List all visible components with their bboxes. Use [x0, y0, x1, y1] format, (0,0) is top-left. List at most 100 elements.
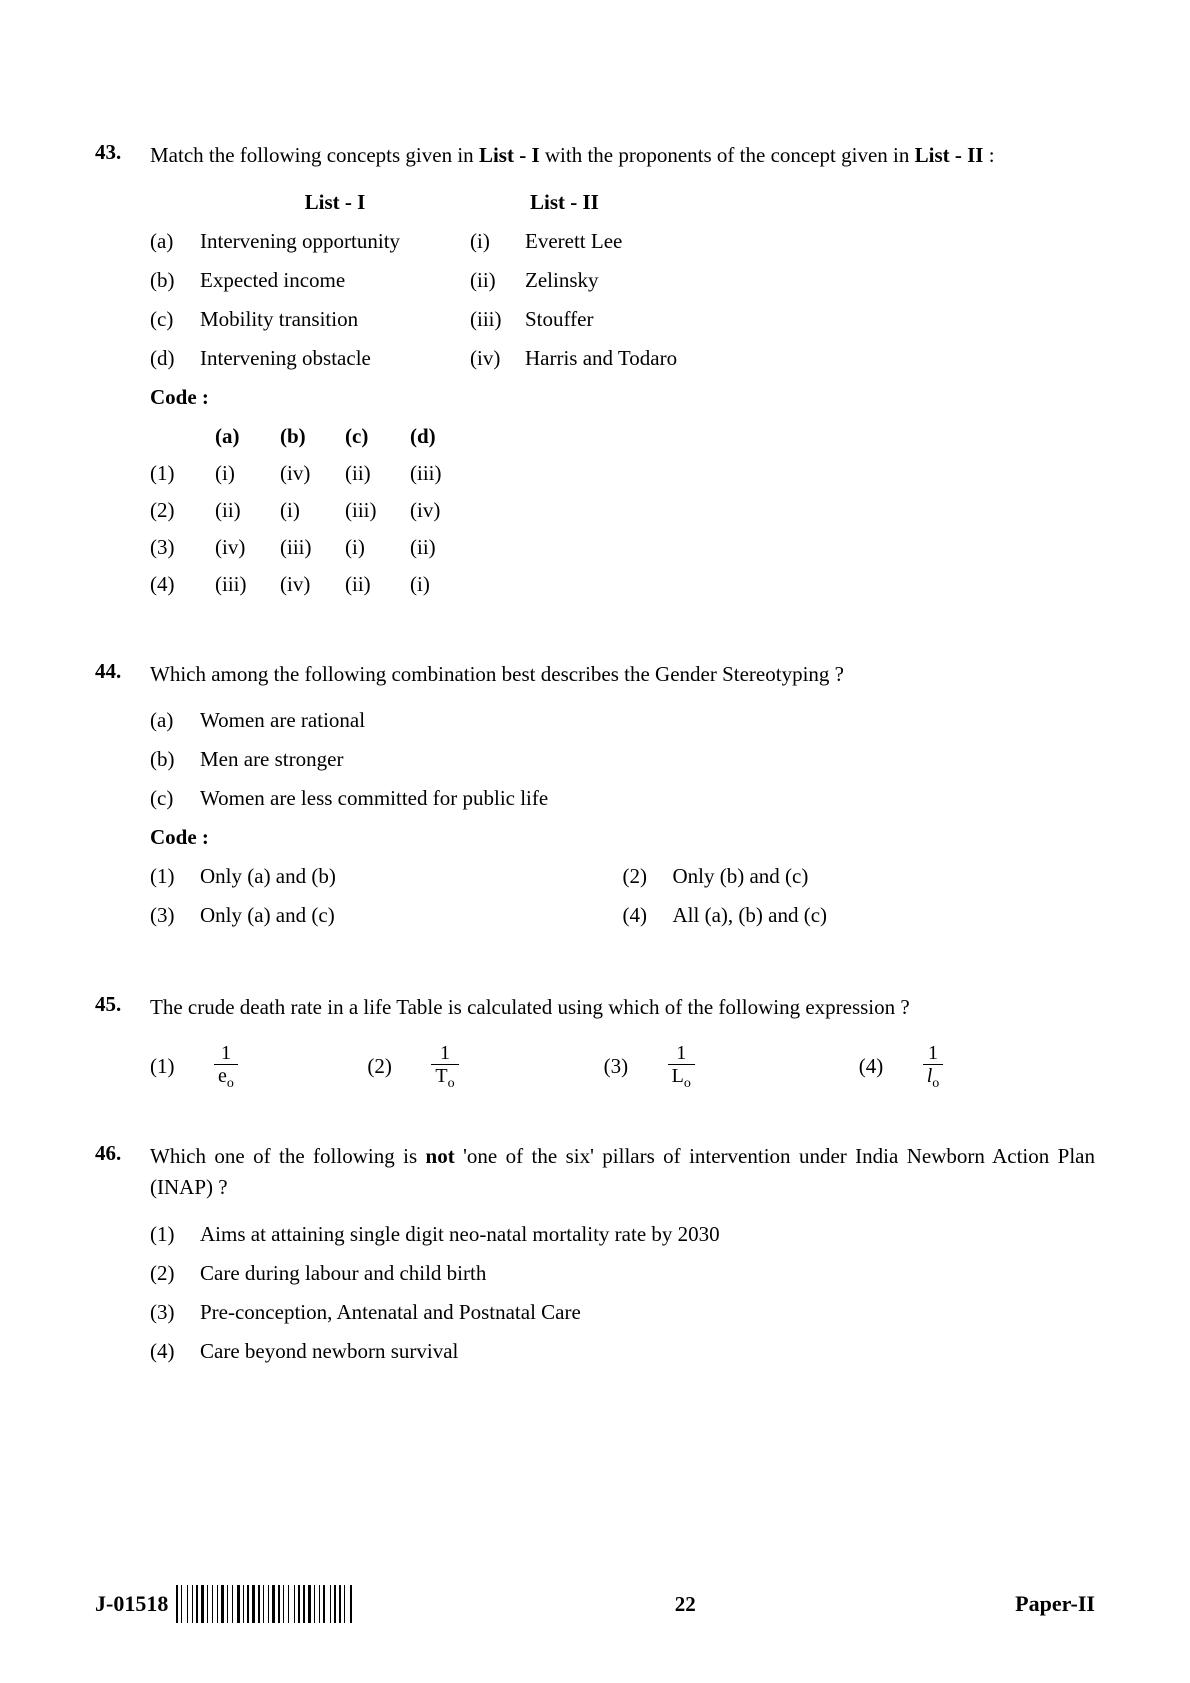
list2-text: Zelinsky	[525, 268, 1095, 293]
answer-option: (4)Care beyond newborn survival	[150, 1339, 1095, 1364]
list1-text: Intervening obstacle	[200, 346, 470, 371]
list1-text: Expected income	[200, 268, 470, 293]
option-text: Women are rational	[200, 708, 1095, 733]
question-text: Which one of the following is not 'one o…	[150, 1141, 1095, 1204]
list1-label: (b)	[150, 268, 200, 293]
list2-text: Everett Lee	[525, 229, 1095, 254]
option-label: (3)	[150, 1300, 200, 1325]
answer-options: (1)Aims at attaining single digit neo-na…	[150, 1222, 1095, 1364]
question-43: 43. Match the following concepts given i…	[95, 140, 1095, 609]
list-2-header: List - II	[530, 190, 599, 215]
option-label: (a)	[150, 708, 200, 733]
match-lists: (a)Intervening opportunity(i)Everett Lee…	[150, 229, 1095, 371]
question-45: 45. The crude death rate in a life Table…	[95, 992, 1095, 1091]
answer-option: (2)Care during labour and child birth	[150, 1261, 1095, 1286]
list1-label: (c)	[150, 307, 200, 332]
question-number: 46.	[95, 1141, 150, 1166]
code-cell: (4)	[150, 572, 215, 597]
list1-text: Intervening opportunity	[200, 229, 470, 254]
option-expression: 1Lo	[668, 1042, 695, 1091]
code-cell: (i)	[280, 498, 345, 523]
question-number: 43.	[95, 140, 150, 165]
code-header-cell: (c)	[345, 424, 410, 449]
option-label: (1)	[150, 864, 200, 889]
sub-option: (a)Women are rational	[150, 708, 1095, 733]
code-cell: (1)	[150, 461, 215, 486]
code-cell: (iv)	[215, 535, 280, 560]
question-text: The crude death rate in a life Table is …	[150, 992, 1095, 1024]
code-cell: (iv)	[410, 498, 475, 523]
page-number: 22	[675, 1592, 696, 1617]
answer-option: (4) 1lo	[859, 1042, 1095, 1091]
answer-option: (3)Only (a) and (c)	[150, 903, 623, 928]
list2-label: (ii)	[470, 268, 525, 293]
sub-option: (b)Men are stronger	[150, 747, 1095, 772]
option-label: (b)	[150, 747, 200, 772]
code-header-row: (a)(b)(c)(d)	[150, 424, 1095, 449]
option-text: Only (a) and (c)	[200, 903, 623, 928]
option-label: (4)	[859, 1054, 909, 1079]
code-cell: (iii)	[280, 535, 345, 560]
list2-label: (iii)	[470, 307, 525, 332]
list2-text: Harris and Todaro	[525, 346, 1095, 371]
code-cell: (iv)	[280, 572, 345, 597]
paper-label: Paper-II	[1015, 1591, 1095, 1617]
code-header-cell: (b)	[280, 424, 345, 449]
code-cell: (ii)	[345, 461, 410, 486]
barcode-icon	[176, 1585, 355, 1623]
answer-option: (1)1eo	[150, 1042, 367, 1091]
option-label: (1)	[150, 1222, 200, 1247]
option-text: Care during labour and child birth	[200, 1261, 1095, 1286]
question-text: Match the following concepts given in Li…	[150, 140, 1095, 172]
code-cell: (ii)	[410, 535, 475, 560]
option-expression: 1lo	[923, 1042, 944, 1091]
question-number: 45.	[95, 992, 150, 1017]
option-text: Women are less committed for public life	[200, 786, 1095, 811]
code-option-row: (1)(i)(iv)(ii)(iii)	[150, 461, 1095, 486]
option-text: Aims at attaining single digit neo-natal…	[200, 1222, 1095, 1247]
code-cell: (iii)	[410, 461, 475, 486]
option-text: Only (a) and (b)	[200, 864, 623, 889]
option-label: (2)	[367, 1054, 417, 1079]
option-text: Only (b) and (c)	[673, 864, 1096, 889]
code-cell: (i)	[345, 535, 410, 560]
option-text: All (a), (b) and (c)	[673, 903, 1096, 928]
option-text: Care beyond newborn survival	[200, 1339, 1095, 1364]
answer-option: (3)1Lo	[604, 1042, 859, 1091]
code-cell: (i)	[215, 461, 280, 486]
list1-label: (a)	[150, 229, 200, 254]
option-expression: 1To	[431, 1042, 458, 1091]
code-cell: (3)	[150, 535, 215, 560]
code-cell: (iii)	[345, 498, 410, 523]
code-table: (a)(b)(c)(d)(1)(i)(iv)(ii)(iii)(2)(ii)(i…	[150, 424, 1095, 597]
question-text: Which among the following combination be…	[150, 659, 1095, 691]
match-row: (c)Mobility transition(iii)Stouffer	[150, 307, 1095, 332]
answer-option: (4)All (a), (b) and (c)	[623, 903, 1096, 928]
code-label: Code :	[150, 385, 1095, 410]
option-label: (c)	[150, 786, 200, 811]
match-row: (d)Intervening obstacle(iv)Harris and To…	[150, 346, 1095, 371]
option-text: Pre-conception, Antenatal and Postnatal …	[200, 1300, 1095, 1325]
answer-option: (3)Pre-conception, Antenatal and Postnat…	[150, 1300, 1095, 1325]
code-option-row: (2)(ii)(i)(iii)(iv)	[150, 498, 1095, 523]
option-label: (4)	[623, 903, 673, 928]
option-label: (2)	[623, 864, 673, 889]
option-label: (1)	[150, 1054, 200, 1079]
paper-code: J-01518	[95, 1585, 355, 1623]
code-cell: (iv)	[280, 461, 345, 486]
code-cell: (i)	[410, 572, 475, 597]
code-cell: (2)	[150, 498, 215, 523]
code-header-cell	[150, 424, 215, 449]
code-header-cell: (a)	[215, 424, 280, 449]
list1-text: Mobility transition	[200, 307, 470, 332]
sub-option: (c)Women are less committed for public l…	[150, 786, 1095, 811]
option-label: (4)	[150, 1339, 200, 1364]
answer-option: (1)Only (a) and (b)	[150, 864, 623, 889]
question-46: 46. Which one of the following is not 'o…	[95, 1141, 1095, 1378]
page-footer: J-01518 22 Paper-II	[95, 1585, 1095, 1623]
list-1-header: List - I	[200, 190, 470, 215]
code-label: Code :	[150, 825, 1095, 850]
code-cell: (iii)	[215, 572, 280, 597]
list2-label: (iv)	[470, 346, 525, 371]
code-cell: (ii)	[345, 572, 410, 597]
